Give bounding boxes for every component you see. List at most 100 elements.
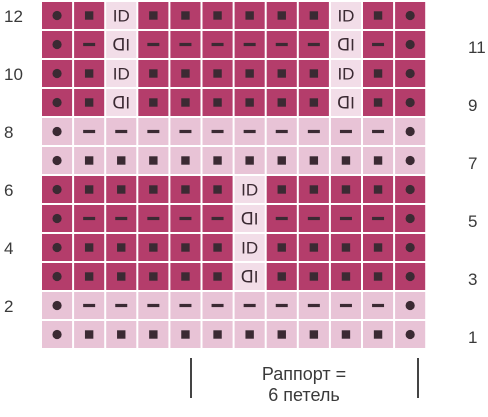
row-label-3: 3 xyxy=(468,270,478,289)
purl-dot-icon xyxy=(405,213,415,224)
knit-square-icon xyxy=(277,272,286,281)
purl-dot-icon xyxy=(405,155,415,166)
dash-icon xyxy=(372,303,385,308)
knit-square-icon xyxy=(84,98,94,107)
cell-r12-c10 xyxy=(330,2,361,29)
dash-icon xyxy=(372,129,385,134)
cross-stitch-left-icon: ID xyxy=(113,65,130,84)
knit-square-icon xyxy=(213,156,222,165)
knit-square-icon xyxy=(373,185,383,194)
row-label-7: 7 xyxy=(468,154,478,173)
row-label-12: 12 xyxy=(4,7,23,26)
purl-dot-icon xyxy=(52,242,62,253)
cell-r9-c3 xyxy=(106,89,137,116)
knit-square-icon xyxy=(149,98,158,107)
dash-icon xyxy=(211,216,224,221)
dash-icon xyxy=(179,42,192,47)
knit-square-icon xyxy=(373,243,383,252)
dash-icon xyxy=(147,42,160,47)
cell-r11-c10 xyxy=(330,31,361,58)
knit-square-icon xyxy=(245,11,254,20)
purl-dot-icon xyxy=(52,155,62,166)
cross-stitch-right-icon: ᗡI xyxy=(337,94,355,113)
dash-icon xyxy=(307,129,320,134)
purl-dot-icon xyxy=(52,300,62,311)
dash-icon xyxy=(115,303,128,308)
knit-square-icon xyxy=(245,330,254,339)
knit-square-icon xyxy=(373,69,383,78)
purl-dot-icon xyxy=(52,10,62,21)
cell-r5-c7 xyxy=(234,205,265,232)
cell-r10-c10 xyxy=(330,60,361,87)
dash-icon xyxy=(307,303,320,308)
knit-square-icon xyxy=(309,272,319,281)
dash-icon xyxy=(211,129,224,134)
purl-dot-icon xyxy=(52,39,62,50)
dash-icon xyxy=(243,42,256,47)
cross-stitch-left-icon: ID xyxy=(241,181,258,200)
knit-square-icon xyxy=(149,156,158,165)
purl-dot-icon xyxy=(405,97,415,108)
dash-icon xyxy=(243,129,256,134)
row-label-8: 8 xyxy=(4,123,14,142)
knit-square-icon xyxy=(277,69,286,78)
rapport-legend: Раппорт = 6 петель xyxy=(193,364,415,405)
row-label-1: 1 xyxy=(468,328,478,347)
cross-stitch-left-icon: ID xyxy=(241,239,258,258)
knit-square-icon xyxy=(117,272,126,281)
knit-square-icon xyxy=(181,330,190,339)
knit-square-icon xyxy=(213,330,222,339)
knit-square-icon xyxy=(84,330,94,339)
row-label-11: 11 xyxy=(468,38,486,57)
dash-icon xyxy=(372,42,385,47)
knit-square-icon xyxy=(181,272,190,281)
purl-dot-icon xyxy=(52,329,62,340)
knit-square-icon xyxy=(277,156,286,165)
cross-stitch-right-icon: ᗡI xyxy=(241,268,259,287)
knit-square-icon xyxy=(149,69,158,78)
knit-square-icon xyxy=(117,243,126,252)
knit-square-icon xyxy=(373,330,383,339)
dash-icon xyxy=(147,129,160,134)
knit-square-icon xyxy=(277,243,286,252)
knit-square-icon xyxy=(84,156,94,165)
knit-square-icon xyxy=(181,185,190,194)
knit-square-icon xyxy=(245,69,254,78)
knit-square-icon xyxy=(213,243,222,252)
knit-square-icon xyxy=(213,272,222,281)
knit-square-icon xyxy=(277,330,286,339)
row-label-4: 4 xyxy=(4,239,14,258)
knit-square-icon xyxy=(213,11,222,20)
knit-square-icon xyxy=(341,272,351,281)
knit-square-icon xyxy=(84,243,94,252)
knit-square-icon xyxy=(373,272,383,281)
cross-stitch-left-icon: ID xyxy=(337,7,354,26)
knit-square-icon xyxy=(117,185,126,194)
purl-dot-icon xyxy=(52,97,62,108)
dash-icon xyxy=(307,42,320,47)
dash-icon xyxy=(339,216,352,221)
dash-icon xyxy=(83,303,96,308)
knit-square-icon xyxy=(309,156,319,165)
knit-square-icon xyxy=(117,156,126,165)
cross-stitch-right-icon: ᗡI xyxy=(337,36,355,55)
cell-r4-c7 xyxy=(234,234,265,261)
knit-square-icon xyxy=(277,185,286,194)
cell-r11-c3 xyxy=(106,31,137,58)
knit-square-icon xyxy=(181,11,190,20)
dash-icon xyxy=(147,303,160,308)
cell-r12-c3 xyxy=(106,2,137,29)
purl-dot-icon xyxy=(52,213,62,224)
knit-square-icon xyxy=(309,185,319,194)
knit-square-icon xyxy=(84,185,94,194)
purl-dot-icon xyxy=(405,329,415,340)
row-label-5: 5 xyxy=(468,212,478,231)
knit-square-icon xyxy=(341,330,351,339)
rapport-bracket-left xyxy=(190,358,192,398)
purl-dot-icon xyxy=(405,242,415,253)
purl-dot-icon xyxy=(405,39,415,50)
rapport-bracket-right xyxy=(417,358,419,398)
knit-square-icon xyxy=(149,243,158,252)
dash-icon xyxy=(339,303,352,308)
